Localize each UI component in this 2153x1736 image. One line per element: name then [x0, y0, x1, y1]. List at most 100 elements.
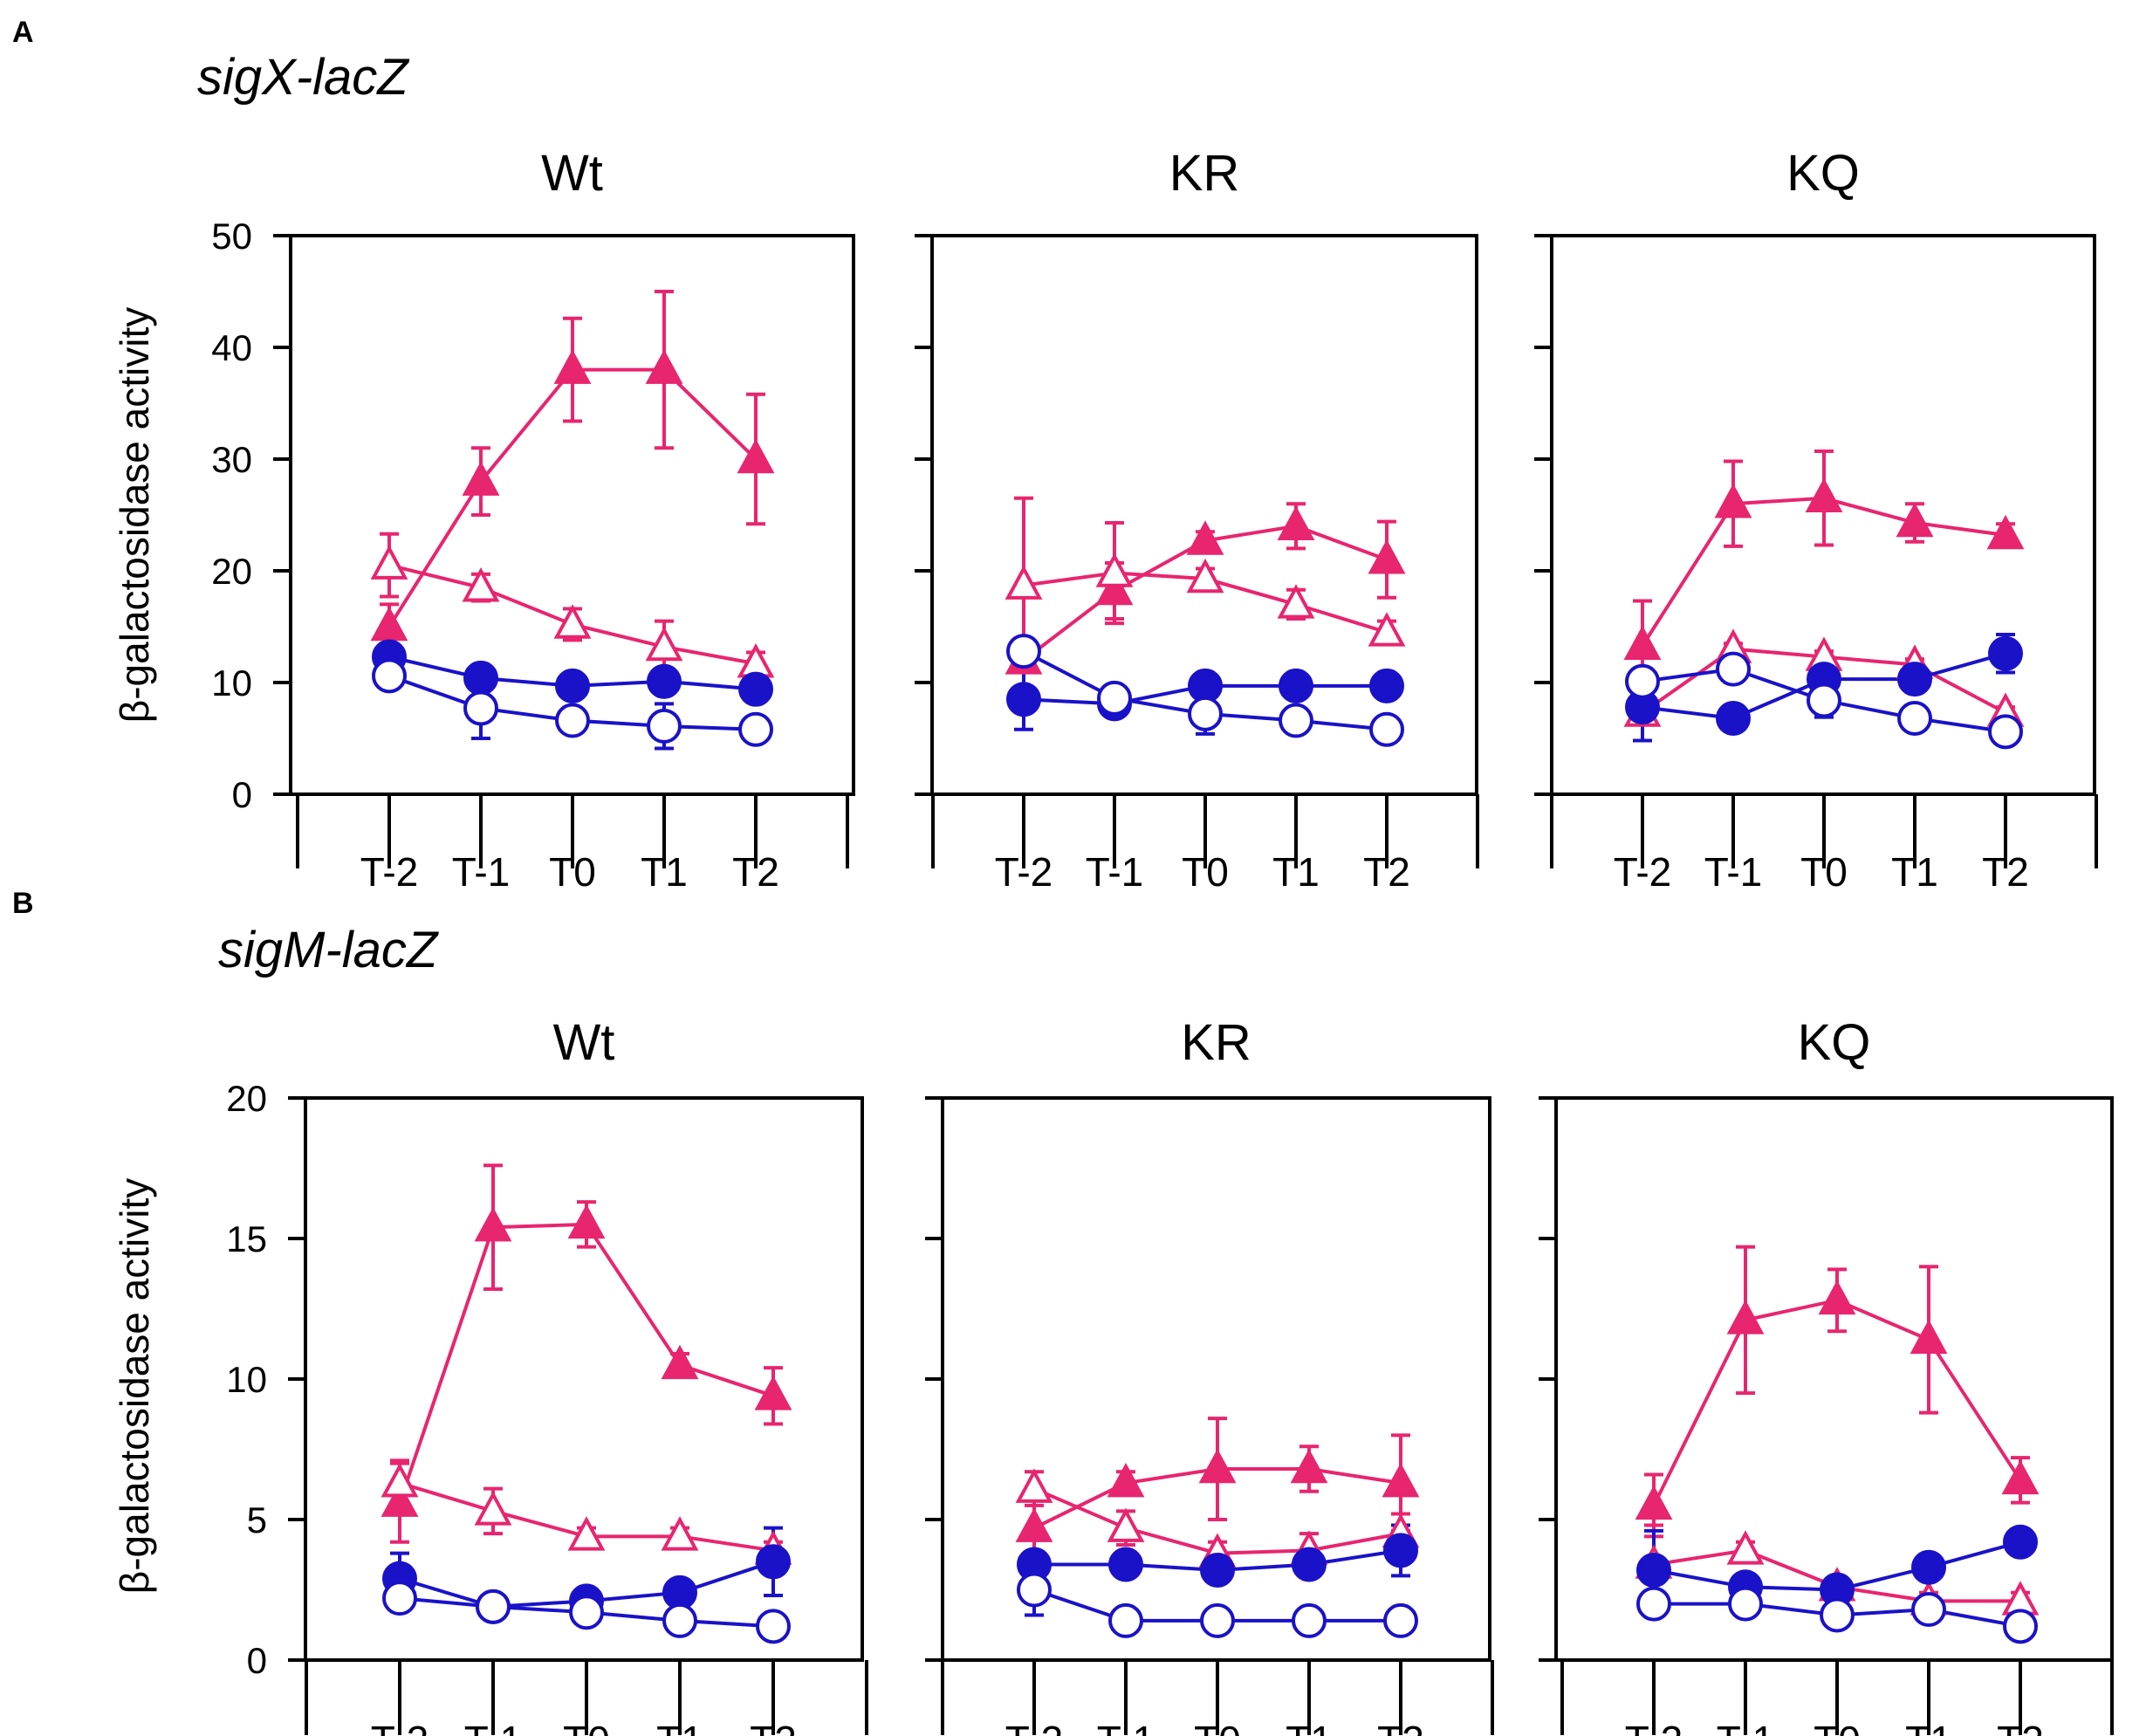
data-point-blue_open_circle: [662, 1602, 697, 1638]
data-point-blue_open_circle: [382, 1581, 417, 1616]
data-point-blue_open_circle: [1383, 1602, 1418, 1638]
data-point-pink_filled_triangle: [661, 1344, 699, 1380]
x-tick-label: T-2: [371, 1718, 429, 1736]
subplot-kr: KR T-2 T-1 T0 T1 T2: [925, 1014, 1494, 1736]
panel-a-ylabel: β-galactosidase activity: [112, 307, 157, 723]
x-tick-label: T1: [1286, 1718, 1333, 1736]
data-point-blue_open_circle: [1200, 1602, 1235, 1638]
x-tick-label: T-1: [452, 849, 510, 895]
x-tick-label: T0: [1814, 1718, 1861, 1736]
data-point-pink_open_triangle: [1726, 1530, 1765, 1565]
x-tick-label: T-1: [1086, 849, 1143, 895]
x-tick-label: T-2: [360, 849, 418, 895]
data-point-pink_filled_triangle: [1896, 502, 1934, 538]
data-point-blue_filled_circle: [463, 660, 498, 696]
data-point-pink_filled_triangle: [2001, 1459, 2040, 1495]
data-point-blue_open_circle: [1728, 1586, 1763, 1622]
data-point-pink_filled_triangle: [462, 461, 500, 496]
data-point-pink_open_triangle: [381, 1462, 419, 1498]
data-point-pink_filled_triangle: [1277, 505, 1315, 541]
data-point-pink_filled_triangle: [1726, 1300, 1765, 1335]
y-tick-label: 30: [211, 439, 252, 480]
panel-a-title: sigX-lacZ: [197, 49, 410, 106]
panel-letter-b: B: [12, 887, 34, 920]
x-tick-label: T-1: [464, 1718, 522, 1736]
data-point-pink_filled_triangle: [1805, 477, 1843, 513]
data-point-pink_open_triangle: [1015, 1468, 1053, 1503]
data-point-blue_open_circle: [1369, 711, 1404, 747]
data-point-blue_filled_circle: [1897, 662, 1932, 697]
x-tick-label: T2: [1377, 1718, 1424, 1736]
x-tick-label: T0: [563, 1718, 610, 1736]
x-tick-label: T-1: [1704, 849, 1762, 895]
subplot-kq: KQ T-2 T-1 T0 T1 T2: [1534, 145, 2098, 895]
data-point-blue_filled_circle: [1006, 682, 1041, 717]
data-point-blue_open_circle: [647, 708, 682, 744]
panel-b: B sigM-lacZ β-galactosidase activity Wt 0…: [12, 887, 2114, 1736]
data-point-blue_open_circle: [1017, 1572, 1052, 1608]
data-point-blue_open_circle: [555, 703, 590, 738]
panel-a: A sigX-lacZ β-galactosidase activity Wt 0…: [12, 16, 2098, 895]
panel-letter-a: A: [12, 16, 34, 49]
data-point-pink_filled_triangle: [553, 349, 592, 384]
data-point-blue_open_circle: [1716, 651, 1751, 687]
subplot-title: Wt: [553, 1014, 615, 1071]
series-line-pink_filled_triangle: [398, 1222, 774, 1504]
x-tick-label: T2: [1363, 849, 1410, 895]
data-point-blue_open_circle: [1279, 703, 1313, 738]
x-tick-label: T0: [1800, 849, 1848, 895]
data-point-pink_open_triangle: [567, 1516, 606, 1551]
x-tick-label: T1: [1272, 849, 1320, 895]
data-point-pink_filled_triangle: [1107, 1462, 1145, 1498]
subplot-kq: KQ T-2 T-1 T0 T1 T2: [1539, 1014, 2114, 1736]
x-tick-label: T-2: [1614, 849, 1671, 895]
data-point-blue_open_circle: [476, 1588, 511, 1624]
subplot-title: Wt: [541, 145, 603, 202]
data-point-pink_open_triangle: [553, 604, 592, 639]
data-point-blue_open_circle: [1006, 634, 1041, 669]
data-point-blue_open_circle: [1292, 1602, 1327, 1638]
x-tick-label: T1: [656, 1718, 703, 1736]
data-point-blue_open_circle: [1188, 696, 1223, 731]
y-tick-label: 50: [211, 216, 252, 257]
data-point-pink_filled_triangle: [1910, 1319, 1948, 1355]
data-point-pink_filled_triangle: [754, 1376, 792, 1410]
data-point-blue_filled_circle: [1292, 1547, 1327, 1582]
data-point-blue_open_circle: [1820, 1597, 1855, 1633]
data-point-pink_open_triangle: [645, 626, 683, 662]
data-point-blue_filled_circle: [1200, 1552, 1235, 1588]
data-point-blue_open_circle: [1108, 1602, 1143, 1638]
data-point-blue_open_circle: [1988, 714, 2023, 750]
data-point-blue_filled_circle: [756, 1544, 791, 1580]
subplot-kr: KR T-2 T-1 T0 T1 T2: [915, 145, 1479, 895]
data-point-blue_filled_circle: [1716, 700, 1751, 736]
data-point-pink_open_triangle: [1368, 612, 1406, 647]
data-point-pink_filled_triangle: [737, 438, 775, 474]
panel-b-ylabel: β-galactosidase activity: [112, 1178, 157, 1594]
y-tick-label: 0: [232, 774, 252, 815]
data-point-blue_filled_circle: [555, 668, 590, 703]
data-point-blue_open_circle: [1636, 1586, 1671, 1622]
data-point-pink_filled_triangle: [1818, 1280, 1856, 1315]
data-point-pink_filled_triangle: [1186, 520, 1224, 555]
data-point-blue_open_circle: [2003, 1609, 2038, 1644]
data-point-blue_filled_circle: [1279, 668, 1313, 703]
x-tick-label: T-2: [1005, 1718, 1063, 1736]
x-tick-label: T1: [641, 849, 688, 895]
data-point-blue_filled_circle: [1988, 635, 2023, 671]
subplot-title: KQ: [1786, 145, 1860, 202]
x-tick-label: T2: [750, 1718, 797, 1736]
data-point-pink_filled_triangle: [474, 1206, 512, 1242]
data-point-pink_open_triangle: [474, 1491, 512, 1526]
y-tick-label: 10: [211, 662, 252, 703]
subplot-title: KQ: [1798, 1014, 1871, 1071]
y-tick-label: 20: [211, 551, 252, 592]
data-point-blue_filled_circle: [1636, 1552, 1671, 1588]
x-tick-label: T-2: [995, 849, 1053, 895]
data-point-blue_filled_circle: [1369, 668, 1404, 703]
data-point-blue_filled_circle: [1911, 1549, 1946, 1585]
data-point-blue_open_circle: [569, 1595, 604, 1630]
data-point-pink_filled_triangle: [1623, 625, 1662, 661]
x-tick-label: T-2: [1625, 1718, 1683, 1736]
